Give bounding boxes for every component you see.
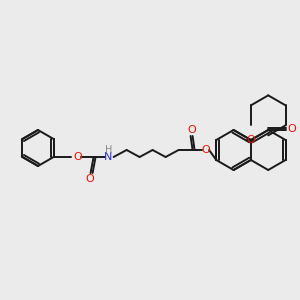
Text: O: O bbox=[85, 174, 94, 184]
Text: O: O bbox=[288, 124, 297, 134]
Text: O: O bbox=[247, 135, 255, 145]
Text: O: O bbox=[201, 145, 210, 155]
Text: O: O bbox=[73, 152, 82, 162]
Text: H: H bbox=[105, 145, 112, 155]
Text: N: N bbox=[103, 152, 112, 162]
Text: O: O bbox=[187, 125, 196, 135]
